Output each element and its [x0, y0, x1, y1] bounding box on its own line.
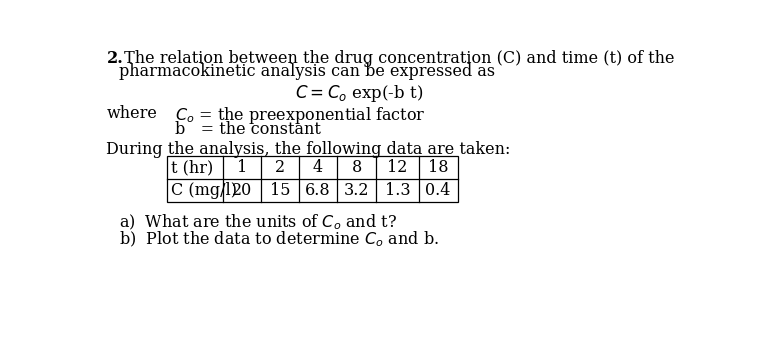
Text: 15: 15: [270, 182, 291, 199]
Text: b   = the constant: b = the constant: [175, 121, 320, 137]
Text: where: where: [106, 105, 157, 122]
Text: 18: 18: [428, 159, 448, 176]
Text: 12: 12: [387, 159, 408, 176]
Text: The relation between the drug concentration (C) and time (t) of the: The relation between the drug concentrat…: [119, 50, 674, 67]
Text: 1: 1: [237, 159, 247, 176]
Text: $C = C_o$ exp(-b t): $C = C_o$ exp(-b t): [294, 83, 423, 104]
Text: b)  Plot the data to determine $C_o$ and b.: b) Plot the data to determine $C_o$ and …: [119, 230, 439, 249]
Text: 8: 8: [352, 159, 362, 176]
Text: 1.3: 1.3: [385, 182, 410, 199]
Text: 3.2: 3.2: [344, 182, 370, 199]
Text: a)  What are the units of $C_o$ and t?: a) What are the units of $C_o$ and t?: [119, 213, 397, 232]
Text: 2: 2: [275, 159, 285, 176]
Text: 6.8: 6.8: [305, 182, 331, 199]
Text: $C_o$ = the preexponential factor: $C_o$ = the preexponential factor: [175, 105, 425, 126]
Text: 4: 4: [313, 159, 323, 176]
Text: C (mg/l): C (mg/l): [171, 182, 237, 199]
Bar: [167, 156, 458, 202]
Text: pharmacokinetic analysis can be expressed as: pharmacokinetic analysis can be expresse…: [119, 63, 495, 80]
Text: During the analysis, the following data are taken:: During the analysis, the following data …: [106, 141, 510, 157]
Text: 2.: 2.: [106, 50, 124, 67]
Text: t (hr): t (hr): [171, 159, 213, 176]
Text: 20: 20: [232, 182, 253, 199]
Text: 0.4: 0.4: [426, 182, 451, 199]
